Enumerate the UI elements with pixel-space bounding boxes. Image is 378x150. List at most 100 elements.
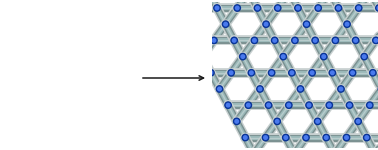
Circle shape [216,86,223,92]
Circle shape [212,39,216,42]
Circle shape [224,22,227,26]
Circle shape [228,70,234,76]
Circle shape [240,53,246,60]
Circle shape [321,53,327,60]
Circle shape [292,37,298,44]
Circle shape [296,6,300,10]
Circle shape [274,5,281,11]
Circle shape [304,136,308,139]
Circle shape [283,134,289,141]
Circle shape [208,70,214,76]
Circle shape [209,71,213,75]
Circle shape [373,37,378,44]
Circle shape [262,134,269,141]
Circle shape [263,21,269,27]
Text: OHC: OHC [29,23,47,32]
Bar [212,2,378,148]
Circle shape [361,53,367,60]
Circle shape [306,102,312,108]
Circle shape [265,102,272,108]
Circle shape [264,136,267,139]
Circle shape [232,39,236,42]
Circle shape [234,5,240,11]
Circle shape [368,103,372,107]
Circle shape [337,6,340,10]
Circle shape [354,39,357,42]
Circle shape [286,102,292,108]
Circle shape [304,21,310,27]
Circle shape [276,6,279,10]
Circle shape [235,6,239,10]
Circle shape [235,120,239,123]
Circle shape [355,5,362,11]
Circle shape [245,102,251,108]
Circle shape [344,21,350,27]
Circle shape [299,87,302,91]
Circle shape [264,22,268,26]
Circle shape [287,103,291,107]
Text: OHC: OHC [29,112,47,121]
Circle shape [315,5,321,11]
Circle shape [289,70,295,76]
Text: CHO: CHO [77,23,95,32]
Circle shape [345,22,349,26]
Circle shape [323,134,330,141]
Circle shape [316,6,320,10]
Circle shape [348,103,351,107]
Circle shape [312,37,318,44]
Circle shape [274,118,280,124]
Circle shape [234,118,240,124]
Circle shape [309,70,315,76]
Circle shape [293,39,297,42]
Circle shape [331,71,334,75]
Circle shape [267,103,270,107]
Text: NH₂: NH₂ [192,54,206,63]
Circle shape [256,6,259,10]
Circle shape [303,134,309,141]
Circle shape [334,39,337,42]
Circle shape [363,55,366,58]
Circle shape [305,22,308,26]
Circle shape [310,71,314,75]
Circle shape [268,70,275,76]
Circle shape [295,5,301,11]
Circle shape [241,55,245,58]
Circle shape [280,53,287,60]
Circle shape [316,120,319,123]
Circle shape [345,136,348,139]
Circle shape [271,37,278,44]
Circle shape [282,55,285,58]
Circle shape [329,70,336,76]
Text: H₂N: H₂N [130,54,144,63]
Circle shape [284,136,288,139]
Circle shape [270,71,273,75]
Circle shape [251,37,258,44]
Circle shape [357,6,361,10]
Circle shape [222,21,229,27]
Circle shape [352,37,359,44]
Circle shape [276,120,279,123]
Circle shape [297,86,304,92]
Circle shape [343,134,350,141]
Circle shape [365,136,369,139]
Circle shape [324,136,328,139]
Circle shape [290,71,294,75]
Text: CHO: CHO [77,112,95,121]
Circle shape [226,103,230,107]
Circle shape [214,5,220,11]
Circle shape [349,70,356,76]
Circle shape [313,39,317,42]
Circle shape [335,5,342,11]
Circle shape [367,102,373,108]
Circle shape [211,37,217,44]
Circle shape [242,134,248,141]
Circle shape [351,71,354,75]
Circle shape [374,39,378,42]
Circle shape [218,87,221,91]
Circle shape [225,102,231,108]
Circle shape [377,6,378,10]
Circle shape [254,5,261,11]
Circle shape [338,86,344,92]
Circle shape [231,37,237,44]
Circle shape [246,103,250,107]
